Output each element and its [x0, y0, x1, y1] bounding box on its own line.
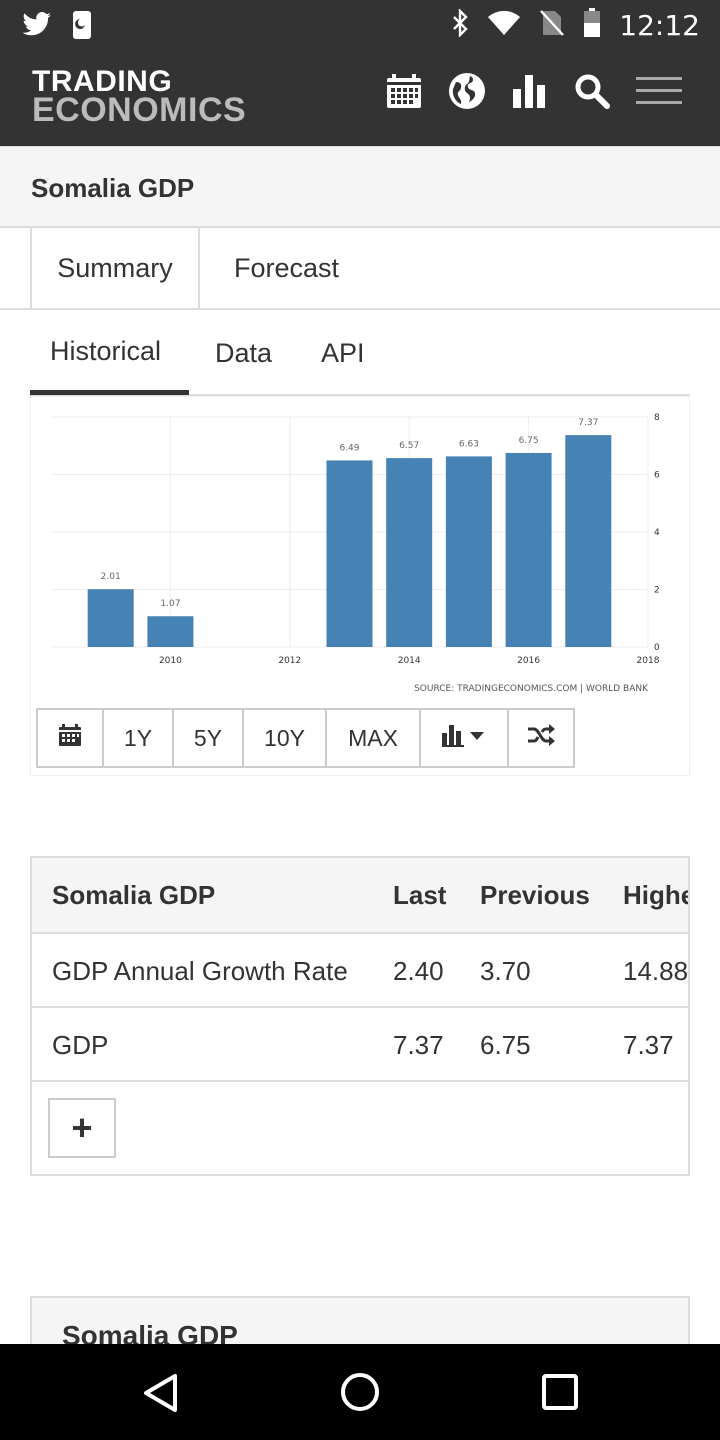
row-last: 7.37 — [393, 1030, 444, 1060]
range-10y-button[interactable]: 10Y — [244, 710, 327, 766]
bar-value-label: 6.49 — [339, 443, 359, 453]
range-1y-button[interactable]: 1Y — [104, 710, 174, 766]
header-previous: Previous — [480, 880, 590, 910]
row-last: 2.40 — [393, 956, 444, 986]
twitter-icon — [20, 11, 52, 44]
tab-forecast[interactable]: Forecast — [234, 253, 340, 283]
row-name[interactable]: GDP Annual Growth Rate — [52, 956, 348, 986]
date-range-button[interactable] — [38, 710, 104, 766]
chart-bar — [386, 458, 433, 647]
system-nav-bar — [0, 1344, 720, 1440]
home-icon[interactable] — [340, 1372, 380, 1417]
status-time: 12:12 — [619, 9, 700, 42]
indicators-table: Somalia GDP Last Previous Highest GDP An… — [30, 856, 690, 1176]
table-row[interactable]: GDP 7.37 6.75 7.37 — [32, 1008, 688, 1082]
shuffle-icon — [526, 723, 556, 753]
x-tick-label: 2014 — [398, 656, 421, 666]
calendar-icon — [58, 723, 82, 753]
bar-value-label: 6.63 — [459, 439, 479, 449]
row-name[interactable]: GDP — [52, 1030, 109, 1060]
battery-icon — [583, 8, 601, 43]
globe-icon[interactable] — [448, 72, 486, 115]
header-highest: Highest — [623, 880, 688, 910]
search-icon[interactable] — [574, 73, 610, 114]
chart-toolbar: 1Y 5Y 10Y MAX — [36, 708, 575, 768]
chart-bar — [87, 589, 134, 647]
bar-chart-icon[interactable] — [512, 73, 548, 114]
chart-bar — [565, 435, 612, 647]
table-header: Somalia GDP Last Previous Highest — [32, 858, 688, 934]
add-indicator-button[interactable]: + — [48, 1098, 116, 1158]
menu-icon[interactable] — [636, 76, 682, 111]
y-tick-label: 0 — [654, 643, 660, 653]
x-tick-label: 2010 — [159, 656, 182, 666]
back-icon[interactable] — [142, 1373, 178, 1418]
bar-chart-icon — [442, 723, 486, 753]
chart-type-dropdown[interactable] — [421, 710, 509, 766]
no-sim-icon — [539, 9, 565, 42]
header-last: Last — [393, 880, 447, 910]
bluetooth-icon — [451, 8, 469, 42]
bar-value-label: 2.01 — [101, 572, 121, 582]
bar-value-label: 7.37 — [578, 418, 598, 428]
main-tabs: Summary Forecast — [0, 228, 720, 310]
phone-notification-icon — [72, 10, 92, 45]
chart-bar — [505, 452, 552, 647]
range-5y-button[interactable]: 5Y — [174, 710, 244, 766]
bar-value-label: 6.57 — [399, 441, 419, 451]
table-row[interactable]: GDP Annual Growth Rate 2.40 3.70 14.88 — [32, 934, 689, 1008]
x-tick-label: 2016 — [517, 656, 540, 666]
x-tick-label: 2012 — [278, 656, 301, 666]
logo-line1: TRADING — [32, 65, 173, 98]
status-bar: 12:12 — [0, 0, 720, 50]
compare-button[interactable] — [509, 710, 573, 766]
row-highest: 14.88 — [623, 956, 689, 986]
header-indicator: Somalia GDP — [52, 880, 216, 910]
trading-economics-logo[interactable]: TRADING ECONOMICS — [32, 65, 247, 129]
tab-api[interactable]: API — [321, 338, 365, 368]
tab-historical[interactable]: Historical — [50, 336, 162, 366]
row-highest: 7.37 — [623, 1030, 674, 1060]
calendar-icon[interactable] — [386, 73, 422, 114]
bar-value-label: 6.75 — [519, 436, 539, 446]
row-previous: 6.75 — [480, 1030, 531, 1060]
page-title-bar: Somalia GDP — [0, 146, 720, 228]
tab-summary[interactable]: Summary — [30, 228, 200, 308]
wifi-icon — [487, 10, 521, 41]
page-title: Somalia GDP — [31, 173, 195, 203]
range-max-button[interactable]: MAX — [327, 710, 421, 766]
chart-source: SOURCE: TRADINGECONOMICS.COM | WORLD BAN… — [414, 684, 649, 694]
app-header: TRADING ECONOMICS — [0, 50, 720, 146]
sub-tabs: Historical Data API — [30, 310, 690, 396]
recents-icon[interactable] — [542, 1374, 578, 1415]
y-tick-label: 4 — [654, 528, 660, 538]
chart-bar — [147, 616, 194, 647]
active-tab-indicator — [30, 390, 189, 395]
chart-svg: 0 2 4 6 8 2010 2012 2014 2016 2018 2.01 1.07 6.49 6.5… — [51, 413, 660, 694]
logo-line2: ECONOMICS — [32, 91, 247, 129]
row-previous: 3.70 — [480, 956, 531, 986]
tab-data[interactable]: Data — [215, 338, 273, 368]
y-tick-label: 2 — [654, 586, 660, 596]
chart-bar — [326, 460, 373, 647]
bar-value-label: 1.07 — [160, 599, 180, 609]
y-tick-label: 8 — [654, 413, 660, 423]
x-tick-label: 2018 — [637, 656, 660, 666]
chart-bar — [445, 456, 492, 647]
y-tick-label: 6 — [654, 471, 660, 481]
